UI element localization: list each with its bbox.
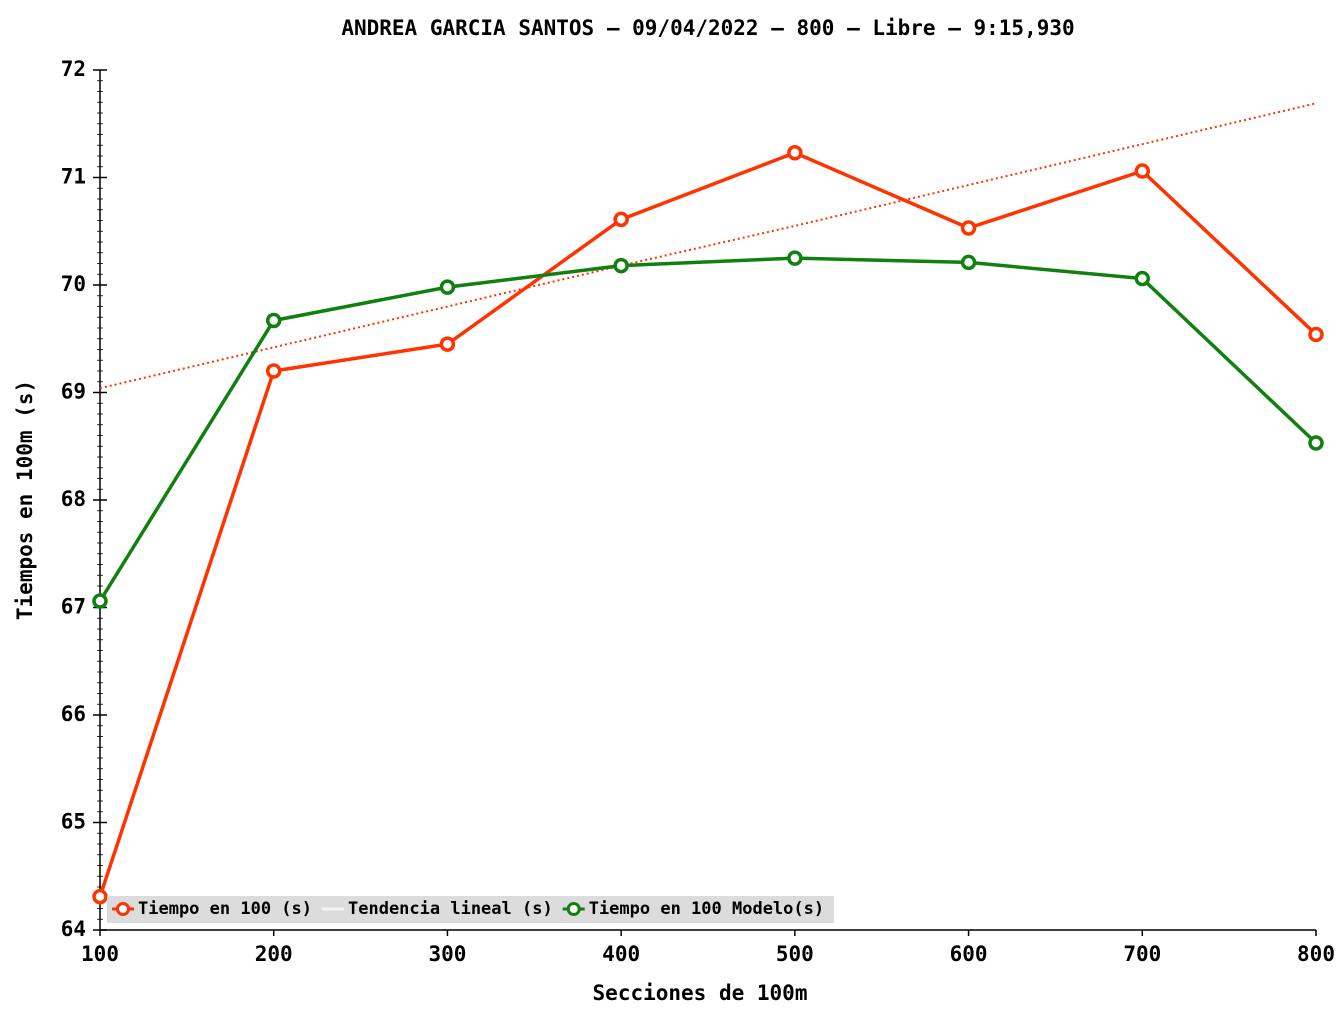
legend: Tiempo en 100 (s) Tendencia lineal (s) Tie… bbox=[107, 896, 835, 923]
y-tick-label: 64 bbox=[61, 917, 86, 941]
series-line bbox=[99, 102, 1317, 390]
y-axis-label: Tiempos en 100m (s) bbox=[13, 380, 37, 620]
y-tick-label: 71 bbox=[61, 165, 86, 189]
chart-title: ANDREA GARCIA SANTOS – 09/04/2022 – 800 … bbox=[341, 16, 1074, 40]
series-line bbox=[98, 150, 1318, 898]
x-tick-label: 800 bbox=[1297, 942, 1335, 966]
data-point bbox=[1308, 326, 1324, 343]
legend-label: Tiempo en 100 (s) bbox=[138, 899, 312, 919]
x-tick-label: 400 bbox=[602, 942, 640, 966]
data-point bbox=[92, 593, 108, 609]
data-point bbox=[613, 211, 629, 228]
data-point bbox=[613, 257, 629, 274]
y-tick-label: 72 bbox=[61, 57, 86, 81]
data-point bbox=[787, 250, 803, 266]
legend-background bbox=[107, 896, 835, 923]
data-point bbox=[1308, 435, 1324, 451]
y-tick-label: 70 bbox=[61, 272, 86, 296]
data-point bbox=[92, 888, 108, 905]
data-point bbox=[960, 220, 977, 236]
x-tick-label: 300 bbox=[428, 942, 466, 966]
x-tick-label: 700 bbox=[1123, 942, 1161, 966]
y-tick-label: 68 bbox=[61, 487, 86, 511]
y-tick-label: 66 bbox=[61, 702, 86, 726]
data-point bbox=[1134, 270, 1151, 287]
x-tick-label: 500 bbox=[776, 942, 814, 966]
data-point bbox=[265, 312, 282, 329]
data-point bbox=[1134, 163, 1151, 179]
data-point bbox=[439, 336, 456, 352]
x-axis-label: Secciones de 100m bbox=[593, 981, 808, 1005]
data-point bbox=[787, 145, 803, 161]
y-tick-label: 69 bbox=[61, 380, 86, 404]
legend-marker bbox=[116, 902, 130, 916]
data-point bbox=[439, 279, 456, 295]
legend-label: Tendencia lineal (s) bbox=[348, 899, 553, 919]
legend-label: Tiempo en 100 Modelo(s) bbox=[589, 899, 824, 919]
y-tick-label: 65 bbox=[61, 810, 86, 834]
data-point bbox=[265, 363, 282, 379]
data-point bbox=[960, 254, 977, 271]
y-tick-label: 67 bbox=[61, 595, 86, 619]
series-line bbox=[98, 256, 1318, 602]
legend-marker bbox=[566, 902, 581, 916]
x-tick-label: 100 bbox=[81, 942, 119, 966]
x-tick-label: 200 bbox=[255, 942, 293, 966]
x-tick-label: 600 bbox=[950, 942, 988, 966]
